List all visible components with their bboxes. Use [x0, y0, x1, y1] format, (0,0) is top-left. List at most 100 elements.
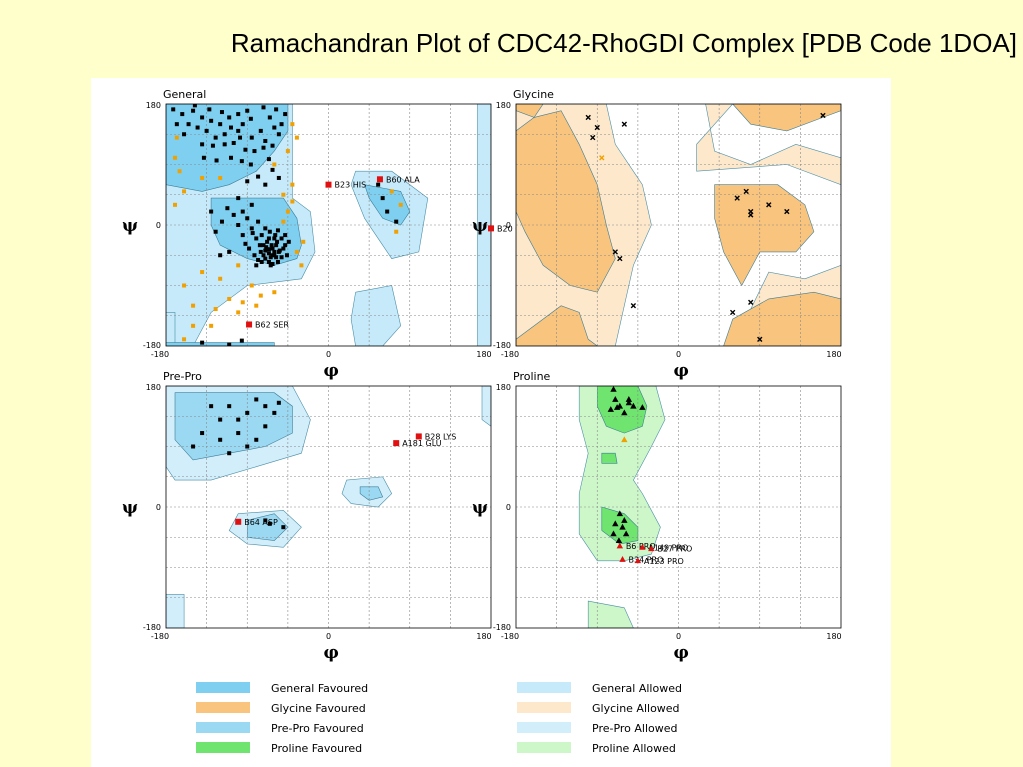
core-residue-point [214, 158, 219, 163]
allowed-residue-point [191, 303, 196, 308]
core-residue-point [270, 246, 275, 251]
legend: General Favoured General Allowed Glycine F… [196, 682, 682, 755]
core-residue-point [270, 167, 275, 172]
x-axis-label: φ [324, 361, 339, 381]
allowed-residue-point [182, 189, 187, 194]
core-residue-point [209, 118, 214, 123]
core-residue-point [227, 249, 232, 254]
legend-label: Glycine Allowed [592, 702, 680, 715]
core-residue-point [268, 263, 273, 268]
core-residue-point [267, 521, 272, 526]
core-residue-point [218, 122, 223, 127]
core-residue-point [209, 209, 214, 214]
core-residue-point [729, 309, 736, 316]
core-residue-point [275, 259, 280, 264]
core-residue-point [743, 188, 749, 195]
core-residue-point [279, 255, 284, 260]
core-residue-point [263, 226, 268, 231]
core-residue-point [227, 115, 232, 120]
plot-frame [165, 385, 492, 629]
core-residue-point [630, 402, 637, 409]
allowed-residue-point [281, 219, 286, 224]
core-residue-point [757, 336, 763, 342]
y-tick-label: 0 [156, 503, 161, 512]
core-residue-point [270, 143, 275, 148]
core-residue-point [284, 253, 289, 258]
core-residue-point [174, 122, 179, 127]
x-tick-label: 0 [326, 632, 331, 641]
core-residue-point [254, 236, 259, 241]
allowed-region [166, 594, 185, 628]
y-tick-label: 0 [506, 221, 511, 230]
core-residue-point [283, 112, 288, 117]
core-residue-point [245, 179, 250, 184]
core-residue-point [276, 132, 281, 137]
core-residue-point [200, 431, 205, 436]
core-residue-point [264, 245, 269, 250]
core-residue-point [279, 236, 284, 241]
core-residue-point [238, 135, 243, 140]
core-residue-point [227, 451, 232, 456]
core-residue-point [171, 107, 176, 112]
allowed-residue-point [182, 283, 187, 288]
allowed-residue-point [227, 296, 232, 301]
y-tick-label: -180 [143, 623, 161, 632]
y-tick-label: -180 [493, 341, 511, 350]
core-residue-point [621, 409, 628, 416]
legend-swatch [196, 722, 250, 733]
allowed-residue-point [173, 155, 178, 160]
x-axis-label: φ [674, 643, 689, 663]
outlier-point [393, 440, 400, 447]
allowed-residue-point [394, 229, 399, 234]
x-tick-label: 180 [826, 632, 841, 641]
core-residue-point [236, 431, 241, 436]
core-residue-point [610, 530, 617, 537]
x-tick-label: 0 [676, 632, 681, 641]
core-residue-point [267, 229, 272, 234]
allowed-residue-point [290, 182, 295, 187]
core-residue-point [227, 404, 232, 409]
favoured-region [723, 291, 841, 346]
core-residue-point [248, 116, 253, 121]
core-residue-point [376, 182, 381, 187]
core-residue-point [616, 510, 624, 517]
legend-swatch [517, 702, 571, 713]
core-residue-point [254, 263, 259, 268]
core-residue-point [225, 206, 230, 211]
favoured-region [601, 452, 618, 464]
legend-label: Glycine Favoured [271, 702, 366, 715]
core-residue-point [269, 243, 274, 248]
allowed-residue-point [272, 290, 277, 295]
core-residue-point [236, 112, 241, 117]
core-residue-point [236, 417, 241, 422]
core-residue-point [590, 134, 596, 141]
core-residue-point [612, 249, 619, 255]
plot-frame [515, 103, 842, 347]
legend-swatch [196, 702, 250, 713]
y-axis-label: ψ [122, 498, 138, 518]
core-residue-point [275, 239, 280, 244]
core-residue-point [272, 410, 277, 415]
x-tick-label: -180 [501, 632, 519, 641]
legend-swatch [196, 682, 250, 693]
core-residue-point [613, 404, 621, 410]
core-residue-point [261, 243, 266, 248]
core-residue-point [245, 216, 250, 221]
favoured-region [516, 110, 616, 293]
point-layer [585, 112, 826, 342]
core-residue-point [279, 122, 284, 127]
outlier-point [235, 518, 242, 525]
core-residue-point [274, 243, 279, 248]
allowed-residue-point [236, 310, 241, 315]
allowed-residue-point [281, 192, 286, 197]
favoured-region [601, 506, 639, 545]
core-residue-point [247, 246, 252, 251]
y-axis-label: ψ [122, 216, 138, 236]
core-residue-point [263, 518, 268, 523]
core-residue-point [218, 253, 223, 258]
allowed-region [587, 600, 634, 628]
core-residue-point [266, 251, 271, 256]
allowed-residue-point [236, 263, 241, 268]
allowed-residue-point [294, 249, 299, 254]
